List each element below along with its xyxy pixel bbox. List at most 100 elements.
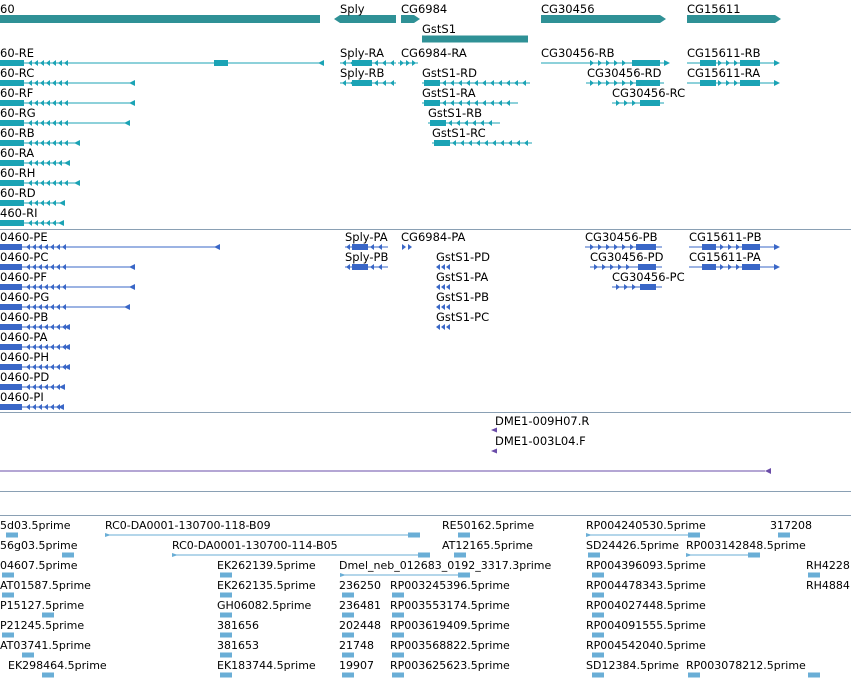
exon-block[interactable]	[0, 160, 24, 166]
strand-arrow[interactable]	[34, 180, 38, 186]
est-block[interactable]	[392, 652, 404, 658]
strand-arrow[interactable]	[40, 140, 44, 146]
strand-arrow[interactable]	[726, 60, 730, 66]
est-label[interactable]: AT12165.5prime	[442, 539, 533, 552]
strand-arrow[interactable]	[32, 364, 36, 370]
strand-arrow[interactable]	[606, 80, 610, 86]
strand-arrow[interactable]	[58, 100, 62, 106]
strand-arrow[interactable]	[632, 100, 636, 106]
transcript-label[interactable]: CG30456-RC	[612, 86, 686, 100]
strand-arrow[interactable]	[334, 15, 340, 23]
strand-arrow[interactable]	[476, 140, 480, 146]
est-block[interactable]	[220, 632, 232, 638]
strand-arrow[interactable]	[40, 220, 44, 226]
strand-arrow[interactable]	[765, 468, 771, 474]
exon-block[interactable]	[702, 244, 716, 250]
strand-arrow[interactable]	[40, 200, 44, 206]
protein-label[interactable]: CG6984-PA	[401, 230, 466, 244]
strand-arrow[interactable]	[28, 140, 32, 146]
strand-arrow[interactable]	[56, 284, 60, 290]
protein-label[interactable]: 0460-PD	[0, 370, 50, 384]
strand-arrow[interactable]	[59, 384, 65, 390]
strand-arrow[interactable]	[34, 200, 38, 206]
strand-arrow[interactable]	[58, 60, 62, 66]
strand-arrow[interactable]	[402, 244, 406, 250]
strand-arrow[interactable]	[378, 264, 382, 270]
gene-label[interactable]: GstS1	[422, 22, 457, 36]
strand-arrow[interactable]	[172, 553, 178, 557]
exon-block[interactable]	[0, 100, 24, 106]
gene-label[interactable]: CG6984	[401, 2, 448, 16]
strand-arrow[interactable]	[46, 180, 50, 186]
est-label[interactable]: P21245.5prime	[0, 619, 85, 632]
exon-block[interactable]	[0, 220, 24, 226]
strand-arrow[interactable]	[56, 244, 60, 250]
strand-arrow[interactable]	[452, 140, 456, 146]
strand-arrow[interactable]	[40, 80, 44, 86]
est-label[interactable]: EK298464.5prime	[8, 659, 107, 672]
transcript-label[interactable]: GstS1-RB	[428, 106, 483, 120]
est-block[interactable]	[342, 672, 354, 678]
strand-arrow[interactable]	[52, 100, 56, 106]
strand-arrow[interactable]	[614, 60, 618, 66]
strand-arrow[interactable]	[26, 244, 30, 250]
exon-block[interactable]	[0, 244, 22, 250]
est-block[interactable]	[220, 572, 232, 578]
strand-arrow[interactable]	[400, 60, 404, 66]
est-label[interactable]: RP004240530.5prime	[586, 519, 706, 532]
est-label[interactable]: RP004478343.5prime	[586, 579, 706, 592]
strand-arrow[interactable]	[56, 384, 60, 390]
strand-arrow[interactable]	[56, 264, 60, 270]
strand-arrow[interactable]	[64, 344, 70, 350]
strand-arrow[interactable]	[362, 264, 366, 270]
strand-arrow[interactable]	[34, 220, 38, 226]
strand-arrow[interactable]	[38, 344, 42, 350]
strand-arrow[interactable]	[446, 324, 450, 330]
strand-arrow[interactable]	[40, 160, 44, 166]
strand-arrow[interactable]	[32, 304, 36, 310]
strand-arrow[interactable]	[346, 244, 350, 250]
transcript-label[interactable]: GstS1-RA	[422, 86, 476, 100]
transcript-label[interactable]: 60-RE	[0, 46, 35, 60]
strand-arrow[interactable]	[482, 80, 486, 86]
protein-label[interactable]: 0460-PE	[0, 230, 48, 244]
strand-arrow[interactable]	[491, 427, 497, 433]
strand-arrow[interactable]	[460, 140, 464, 146]
gene-label[interactable]: Sply	[340, 2, 365, 16]
strand-arrow[interactable]	[480, 120, 484, 126]
strand-arrow[interactable]	[58, 80, 62, 86]
protein-label[interactable]: Sply-PA	[345, 230, 388, 244]
est-block[interactable]	[62, 552, 74, 558]
exon-block[interactable]	[0, 80, 24, 86]
exon-block[interactable]	[702, 264, 716, 270]
est-block[interactable]	[6, 532, 18, 538]
strand-arrow[interactable]	[630, 244, 634, 250]
strand-arrow[interactable]	[441, 304, 445, 310]
est-label[interactable]: RP003625623.5prime	[390, 659, 510, 672]
strand-arrow[interactable]	[484, 140, 488, 146]
strand-arrow[interactable]	[436, 324, 440, 330]
transcript-label[interactable]: 60-RH	[0, 166, 36, 180]
strand-arrow[interactable]	[34, 80, 38, 86]
strand-arrow[interactable]	[598, 244, 602, 250]
strand-arrow[interactable]	[622, 80, 626, 86]
est-block[interactable]	[42, 612, 54, 618]
strand-arrow[interactable]	[50, 284, 54, 290]
strand-arrow[interactable]	[412, 60, 416, 66]
strand-arrow[interactable]	[436, 264, 440, 270]
strand-arrow[interactable]	[441, 264, 445, 270]
strand-arrow[interactable]	[441, 324, 445, 330]
strand-arrow[interactable]	[366, 80, 370, 86]
est-block[interactable]	[342, 592, 354, 598]
strand-arrow[interactable]	[52, 60, 56, 66]
est-block[interactable]	[42, 672, 54, 678]
est-block[interactable]	[392, 592, 404, 598]
transcript-label[interactable]: 60-RB	[0, 126, 35, 140]
protein-label[interactable]: CG30456-PB	[585, 230, 658, 244]
strand-arrow[interactable]	[610, 264, 614, 270]
strand-arrow[interactable]	[50, 304, 54, 310]
est-label[interactable]: RP004091555.5prime	[586, 619, 706, 632]
strand-arrow[interactable]	[64, 160, 70, 166]
strand-arrow[interactable]	[464, 120, 468, 126]
strand-arrow[interactable]	[62, 284, 66, 290]
